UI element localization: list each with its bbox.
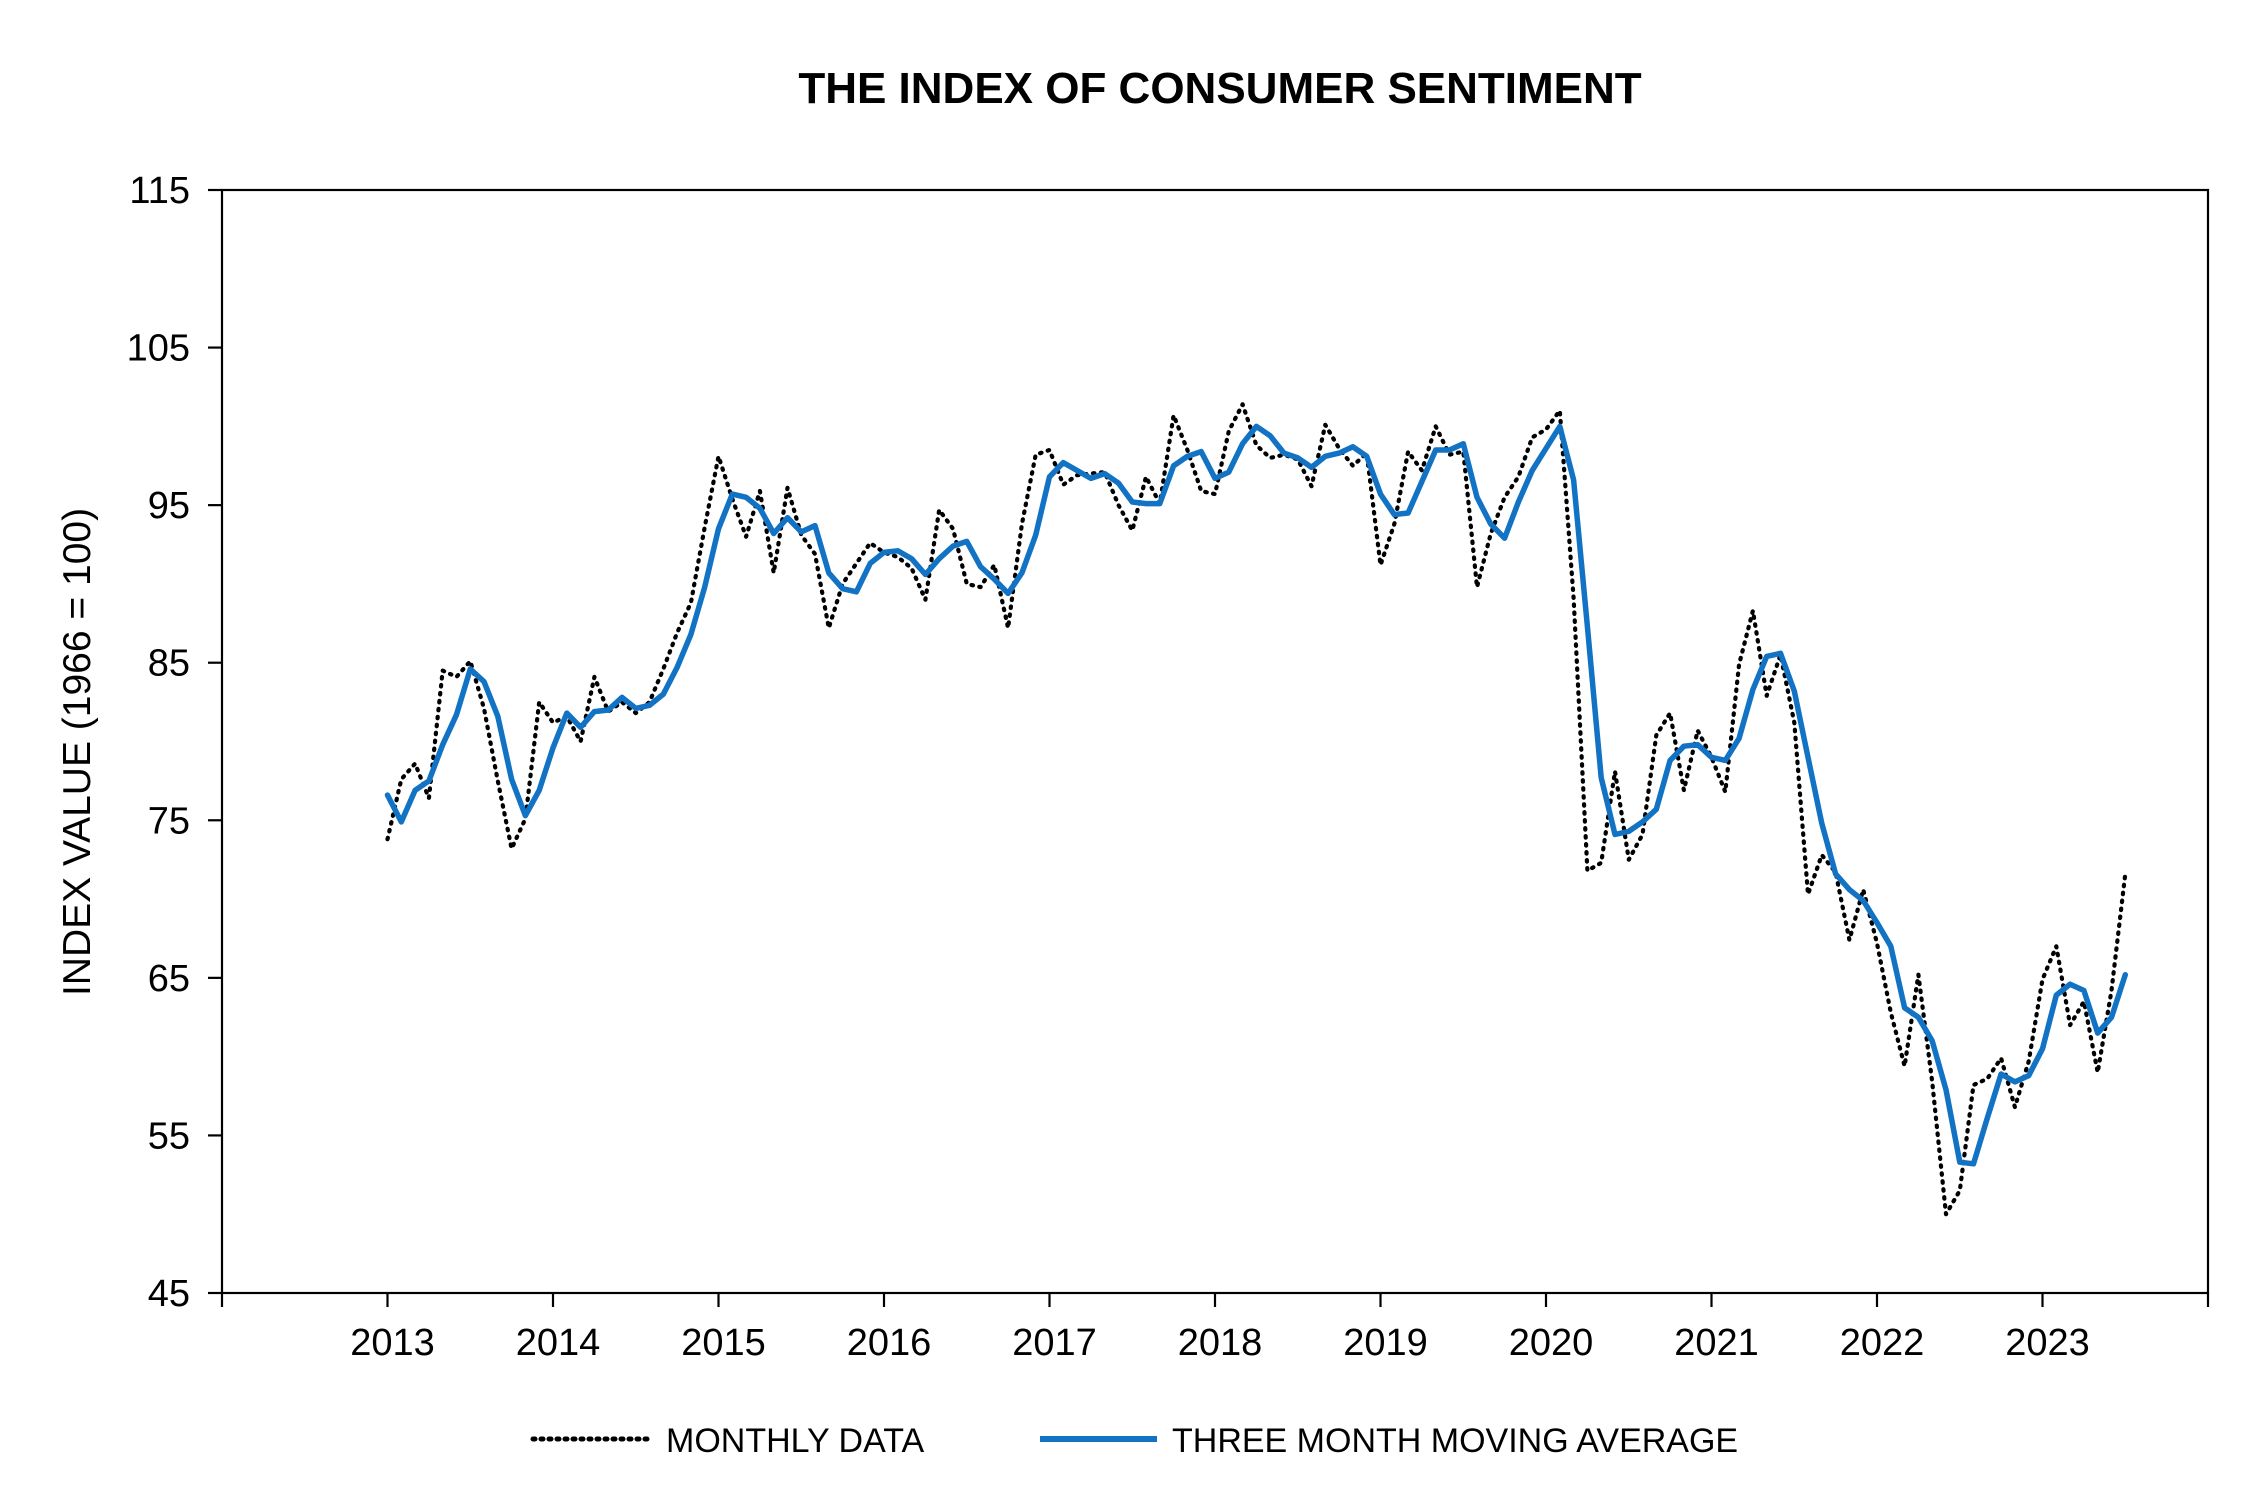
y-tick-label: 95 [148, 485, 190, 527]
series-line-monthly [385, 402, 2128, 1217]
legend-item-moving-average: THREE MONTH MOVING AVERAGE [1040, 1422, 1738, 1460]
x-tick-label: 2023 [2005, 1322, 2090, 1364]
y-tick-label: 105 [127, 328, 190, 370]
x-tick-label: 2015 [681, 1322, 766, 1364]
x-tick-label: 2013 [350, 1322, 435, 1364]
legend-label-monthly: MONTHLY DATA [666, 1422, 924, 1460]
legend-item-monthly: MONTHLY DATA [530, 1422, 924, 1460]
y-tick-label: 75 [148, 800, 190, 842]
legend: MONTHLY DATA THREE MONTH MOVING AVERAGE [530, 1422, 1738, 1460]
y-tick-label: 85 [148, 643, 190, 685]
plot-area-frame [220, 188, 2210, 1295]
x-axis: 2013 2014 2015 2016 2017 2018 2019 2020 2021 2022… [220, 1293, 2210, 1364]
y-tick-label: 65 [148, 958, 190, 1000]
x-tick-label: 2022 [1840, 1322, 1925, 1364]
legend-label-moving-average: THREE MONTH MOVING AVERAGE [1172, 1422, 1738, 1460]
x-tick-label: 2018 [1178, 1322, 1263, 1364]
y-axis-label: INDEX VALUE (1966 = 100) [56, 508, 99, 996]
y-axis: 45 55 65 75 85 95 105 115 [127, 170, 222, 1315]
x-tick-label: 2021 [1674, 1322, 1759, 1364]
y-tick-label: 45 [148, 1273, 190, 1315]
x-tick-label: 2016 [847, 1322, 932, 1364]
chart-title: THE INDEX OF CONSUMER SENTIMENT [798, 64, 1641, 113]
x-tick-label: 2020 [1509, 1322, 1594, 1364]
y-tick-label: 55 [148, 1115, 190, 1157]
series-layer [384, 402, 2129, 1217]
x-tick-label: 2019 [1343, 1322, 1428, 1364]
x-tick-label: 2017 [1012, 1322, 1097, 1364]
y-tick-label: 115 [129, 170, 190, 212]
x-tick-label: 2014 [516, 1322, 601, 1364]
series-line-moving-average [384, 423, 2129, 1167]
